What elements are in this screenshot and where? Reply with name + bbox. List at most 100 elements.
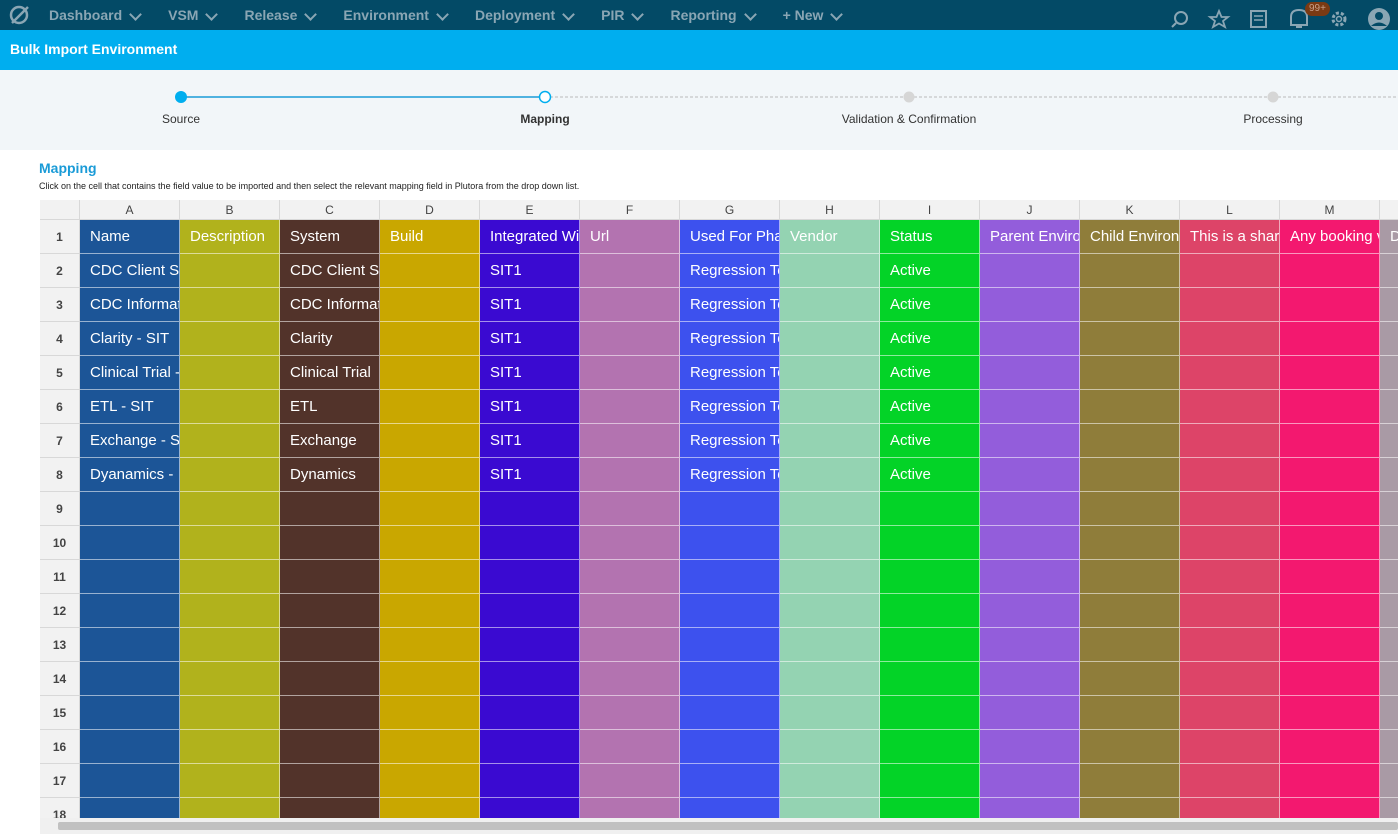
sheet-cell[interactable] [1180,628,1280,662]
sheet-cell[interactable] [580,288,680,322]
sheet-cell[interactable] [580,458,680,492]
sheet-cell[interactable] [180,594,280,628]
sheet-cell[interactable] [1380,594,1398,628]
sheet-cell[interactable] [880,798,980,818]
sheet-cell[interactable]: SIT1 [480,458,580,492]
sheet-cell[interactable] [1380,628,1398,662]
column-header[interactable]: E [480,200,580,220]
sheet-cell[interactable] [80,764,180,798]
sheet-cell[interactable] [780,492,880,526]
sheet-cell[interactable] [1380,390,1398,424]
step-label[interactable]: Mapping [520,112,569,126]
column-header[interactable]: G [680,200,780,220]
sheet-cell[interactable] [980,356,1080,390]
sheet-cell[interactable]: Description [180,220,280,254]
step-dot[interactable] [1268,92,1279,103]
sheet-cell[interactable] [1280,730,1380,764]
sheet-cell[interactable] [1380,526,1398,560]
sheet-cell[interactable]: Dyanamics - [80,458,180,492]
sheet-cell[interactable] [80,560,180,594]
sheet-cell[interactable] [180,764,280,798]
sheet-cell[interactable] [880,730,980,764]
sheet-cell[interactable] [580,764,680,798]
sheet-cell[interactable] [1380,254,1398,288]
sheet-cell[interactable]: Regression Te [680,356,780,390]
sheet-cell[interactable] [280,696,380,730]
sheet-cell[interactable] [1180,696,1280,730]
sheet-cell[interactable] [180,458,280,492]
sheet-cell[interactable] [980,526,1080,560]
sheet-cell[interactable] [580,628,680,662]
sheet-cell[interactable]: Clarity - SIT [80,322,180,356]
sheet-cell[interactable] [180,662,280,696]
sheet-cell[interactable] [980,322,1080,356]
sheet-cell[interactable] [780,390,880,424]
sheet-cell[interactable] [480,526,580,560]
sheet-cell[interactable] [580,696,680,730]
sheet-cell[interactable]: CDC Informat [280,288,380,322]
search-icon[interactable] [1172,12,1187,27]
column-header[interactable]: D [380,200,480,220]
sheet-cell[interactable] [1280,458,1380,492]
column-header[interactable]: M [1280,200,1380,220]
sheet-cell[interactable] [80,730,180,764]
settings-icon[interactable] [1333,13,1345,25]
sheet-cell[interactable] [1080,764,1180,798]
sheet-cell[interactable] [280,798,380,818]
sheet-cell[interactable] [880,764,980,798]
sheet-cell[interactable] [880,696,980,730]
sheet-cell[interactable] [780,254,880,288]
notifications-icon[interactable] [1291,10,1307,27]
favorites-icon[interactable] [1210,11,1228,27]
sheet-cell[interactable]: CDC Client S [80,254,180,288]
sheet-cell[interactable]: Used For Pha [680,220,780,254]
sheet-cell[interactable]: SIT1 [480,288,580,322]
sheet-cell[interactable] [180,424,280,458]
step-dot[interactable] [904,92,915,103]
sheet-cell[interactable] [780,288,880,322]
sheet-cell[interactable] [380,560,480,594]
sheet-cell[interactable] [1380,798,1398,818]
sheet-cell[interactable] [1280,254,1380,288]
sheet-cell[interactable] [680,492,780,526]
sheet-cell[interactable] [80,696,180,730]
sheet-cell[interactable] [980,764,1080,798]
sheet-cell[interactable] [80,662,180,696]
sheet-cell[interactable] [1180,288,1280,322]
sheet-cell[interactable] [1280,322,1380,356]
sheet-cell[interactable]: Regression Te [680,254,780,288]
sheet-cell[interactable] [380,322,480,356]
nav-item[interactable]: Deployment [475,7,573,23]
sheet-cell[interactable] [1280,356,1380,390]
sheet-cell[interactable] [480,764,580,798]
sheet-cell[interactable] [280,492,380,526]
step-label[interactable]: Processing [1243,112,1302,126]
sheet-cell[interactable] [1280,798,1380,818]
sheet-cell[interactable]: CDC Informat [80,288,180,322]
sheet-cell[interactable] [1280,764,1380,798]
sheet-cell[interactable] [180,254,280,288]
sheet-cell[interactable] [580,526,680,560]
sheet-cell[interactable]: Clinical Trial - [80,356,180,390]
sheet-cell[interactable]: SIT1 [480,390,580,424]
sheet-cell[interactable] [1380,730,1398,764]
sheet-cell[interactable]: Clarity [280,322,380,356]
sheet-cell[interactable] [780,458,880,492]
sheet-cell[interactable] [280,662,380,696]
sheet-cell[interactable] [680,526,780,560]
column-header[interactable]: C [280,200,380,220]
sheet-cell[interactable] [380,254,480,288]
sheet-cell[interactable] [780,322,880,356]
sheet-cell[interactable] [380,696,480,730]
sheet-cell[interactable] [1180,798,1280,818]
sheet-cell[interactable] [1380,458,1398,492]
sheet-cell[interactable] [180,560,280,594]
sheet-cell[interactable]: SIT1 [480,254,580,288]
sheet-cell[interactable] [80,492,180,526]
sheet-cell[interactable] [980,492,1080,526]
sheet-cell[interactable] [380,288,480,322]
sheet-cell[interactable] [1280,628,1380,662]
sheet-cell[interactable]: System [280,220,380,254]
sheet-cell[interactable] [1280,424,1380,458]
sheet-cell[interactable] [480,696,580,730]
